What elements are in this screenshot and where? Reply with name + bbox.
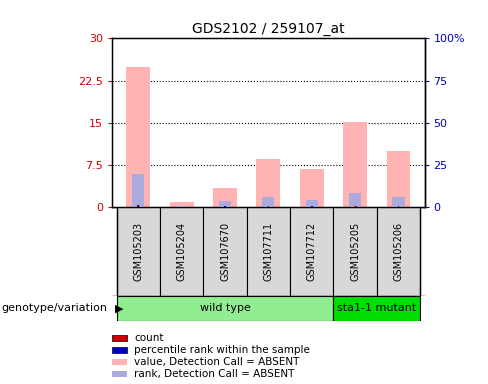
Text: count: count [134,333,163,343]
Text: GSM107711: GSM107711 [264,222,273,281]
Bar [354,206,357,207]
Bar [392,197,405,207]
Bar [386,151,410,207]
Bar [305,200,318,207]
Bar [311,206,313,207]
Title: GDS2102 / 259107_at: GDS2102 / 259107_at [192,22,345,36]
Text: sta1-1 mutant: sta1-1 mutant [337,303,416,313]
Bar [343,122,367,207]
Bar [137,206,140,207]
Text: GSM105204: GSM105204 [177,222,186,281]
Bar [213,188,237,207]
Text: rank, Detection Call = ABSENT: rank, Detection Call = ABSENT [134,369,294,379]
Bar [126,66,150,207]
Bar [219,200,231,207]
Text: percentile rank within the sample: percentile rank within the sample [134,345,310,355]
Bar [377,207,420,296]
Text: GSM105205: GSM105205 [350,222,360,281]
Bar [300,169,324,207]
Bar [333,207,377,296]
Bar [112,347,127,353]
Text: value, Detection Call = ABSENT: value, Detection Call = ABSENT [134,357,299,367]
Text: ▶: ▶ [115,303,123,313]
Bar [138,205,139,206]
Bar [176,206,188,207]
Bar [267,206,269,207]
Text: wild type: wild type [200,303,250,313]
Bar [349,193,361,207]
Bar [203,207,247,296]
Bar [112,359,127,365]
Bar [257,159,280,207]
Text: GSM105206: GSM105206 [393,222,404,281]
Bar [112,335,127,341]
Text: GSM105203: GSM105203 [133,222,143,281]
Bar [247,207,290,296]
Text: GSM107670: GSM107670 [220,222,230,281]
Bar [117,296,333,321]
Bar [398,206,399,207]
Bar [160,207,203,296]
Text: GSM107712: GSM107712 [307,222,317,281]
Bar [263,197,274,207]
Bar [170,202,194,207]
Bar [132,174,144,207]
Bar [333,296,420,321]
Bar [112,371,127,377]
Bar [117,207,160,296]
Bar [224,206,226,207]
Text: genotype/variation: genotype/variation [1,303,107,313]
Bar [290,207,333,296]
